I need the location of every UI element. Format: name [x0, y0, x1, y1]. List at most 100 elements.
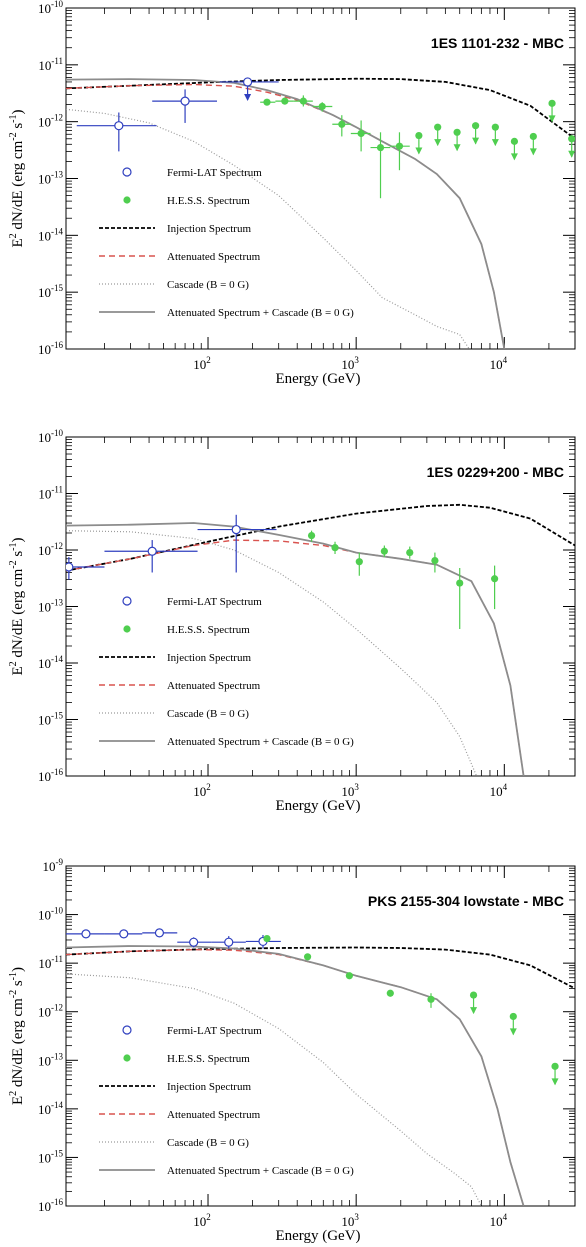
fermi-lat-point	[142, 928, 178, 938]
hess-point	[456, 568, 464, 629]
hess-point	[260, 98, 276, 106]
hess-point	[406, 546, 414, 559]
hess-point	[331, 541, 339, 554]
legend-label: Attenuated Spectrum + Cascade (B = 0 G)	[167, 736, 354, 748]
fermi-lat-marker	[147, 546, 157, 556]
fermi-lat-point	[152, 89, 218, 123]
legend-item: Cascade (B = 0 G)	[99, 279, 249, 291]
y-tick-label: 10-11	[38, 56, 63, 73]
hess-marker	[281, 97, 289, 105]
legend-item: Attenuated Spectrum + Cascade (B = 0 G)	[99, 1165, 354, 1177]
hess-point	[332, 115, 351, 137]
legend-item: Fermi-LAT Spectrum	[122, 596, 262, 608]
x-axis-label: Energy (GeV)	[275, 1228, 360, 1244]
y-tick-label: 10-13	[38, 598, 63, 615]
hess-point	[568, 135, 575, 158]
hess-marker	[491, 575, 499, 583]
upper-limit-arrow	[244, 93, 252, 101]
y-axis-label: E2 dN/dE (erg cm-2 s-1)	[8, 967, 26, 1105]
x-tick-label: 102	[193, 782, 211, 799]
hess-point	[472, 122, 480, 145]
hess-marker	[427, 995, 435, 1003]
x-tick-label: 102	[193, 355, 211, 372]
chart-title: 1ES 1101-232 - MBC	[431, 35, 564, 51]
fermi-lat-point	[245, 934, 281, 949]
legend-label: Cascade (B = 0 G)	[167, 1137, 249, 1149]
hess-marker	[263, 935, 271, 943]
hess-marker	[406, 548, 414, 557]
y-axis-label: E2 dN/dE (erg cm-2 s-1)	[8, 109, 26, 247]
y-tick-label: 10-11	[38, 485, 63, 502]
hess-point	[386, 989, 394, 997]
upper-limit-arrow	[453, 144, 461, 152]
fermi-lat-marker	[180, 96, 190, 106]
legend-item: Fermi-LAT Spectrum	[122, 1025, 262, 1037]
hess-marker	[469, 991, 478, 999]
series-line-attenuated-spectrum-cascade-b-0-g-	[66, 78, 506, 349]
hess-marker	[510, 137, 519, 145]
fermi-lat-marker	[154, 928, 165, 938]
legend-label: Injection Spectrum	[167, 223, 251, 235]
series-line-attenuated-spectrum-cascade-b-0-g-	[66, 945, 525, 1206]
y-tick-label: 10-16	[38, 340, 63, 357]
legend-item: Attenuated Spectrum + Cascade (B = 0 G)	[99, 736, 354, 748]
upper-limit-arrow	[548, 115, 556, 123]
hess-marker	[453, 128, 461, 136]
y-tick-label: 10-9	[43, 857, 64, 874]
hess-marker	[431, 556, 439, 565]
chart-panel-3: 10-16 10-15 10-14 10-13 10-12 10-11 10-10 10-9 1…	[8, 857, 576, 1244]
hess-point	[431, 552, 439, 573]
legend-item: Attenuated Spectrum + Cascade (B = 0 G)	[99, 307, 354, 319]
series-line-injection-spectrum	[66, 946, 575, 990]
x-tick-label: 102	[193, 1212, 211, 1229]
hess-marker	[303, 953, 312, 961]
legend-item: Cascade (B = 0 G)	[99, 1137, 249, 1149]
legend-label: Attenuated Spectrum	[167, 680, 261, 692]
hess-marker	[338, 120, 346, 128]
hess-point	[510, 137, 519, 161]
hess-marker	[318, 102, 326, 111]
fermi-lat-point	[211, 936, 246, 949]
chart-panel-1: 10-16 10-15 10-14 10-13 10-12 10-11 10-10 102 10…	[8, 0, 576, 387]
y-tick-label: 10-15	[38, 283, 63, 300]
hess-marker	[415, 131, 423, 140]
hess-point	[415, 131, 423, 155]
hess-point	[263, 935, 271, 943]
series-line-attenuated-spectrum-cascade-b-0-g-	[66, 522, 525, 776]
x-axis-label: Energy (GeV)	[275, 798, 360, 814]
fermi-lat-point	[197, 514, 277, 573]
fermi-lat-point	[76, 112, 157, 152]
legend-label: Injection Spectrum	[167, 1081, 251, 1093]
series-line-injection-spectrum	[66, 77, 575, 140]
fermi-lat-marker	[189, 937, 199, 947]
legend-item: H.E.S.S. Spectrum	[123, 624, 250, 636]
hess-point	[390, 132, 410, 171]
legend-label: H.E.S.S. Spectrum	[167, 624, 250, 636]
hess-marker	[376, 143, 385, 152]
x-tick-label: 104	[490, 782, 508, 799]
hess-point	[427, 993, 435, 1008]
y-tick-label: 10-16	[38, 1197, 63, 1214]
hess-point	[350, 120, 371, 152]
hess-marker	[568, 135, 575, 143]
legend-label: Cascade (B = 0 G)	[167, 708, 249, 720]
hess-point	[469, 991, 478, 1015]
y-tick-label: 10-14	[38, 654, 63, 671]
hess-point	[307, 530, 316, 542]
legend-label: Cascade (B = 0 G)	[167, 279, 249, 291]
legend-item: Cascade (B = 0 G)	[99, 708, 249, 720]
legend: Fermi-LAT Spectrum H.E.S.S. Spectrum Injec…	[99, 167, 354, 319]
legend-item: H.E.S.S. Spectrum	[123, 1053, 250, 1065]
hess-point	[355, 552, 363, 576]
plot-frame	[65, 865, 576, 1207]
hess-legend-marker	[123, 1054, 131, 1062]
series-line-attenuated-spectrum	[66, 948, 525, 1206]
y-tick-label: 10-11	[38, 954, 63, 971]
hess-point	[275, 97, 294, 105]
hess-point	[529, 132, 537, 156]
chart-panel-2: 10-16 10-15 10-14 10-13 10-12 10-11 10-10 102 10…	[8, 428, 576, 814]
hess-point	[370, 132, 391, 199]
legend-label: Attenuated Spectrum	[167, 1109, 261, 1121]
x-axis-label: Energy (GeV)	[275, 371, 360, 387]
